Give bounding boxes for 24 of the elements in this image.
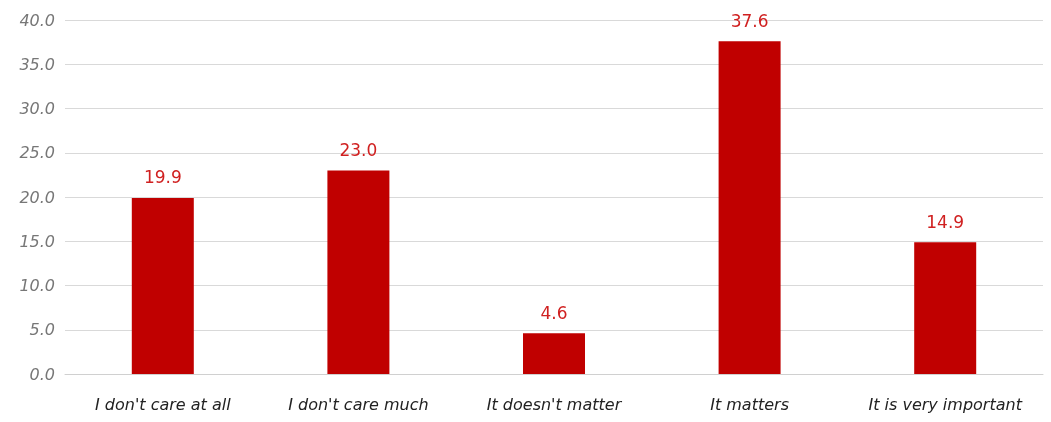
- y-tick-label: 15.0: [19, 231, 55, 251]
- y-tick-label: 30.0: [19, 99, 55, 118]
- data-label: 37.6: [730, 10, 769, 31]
- x-tick-label: It is very important: [868, 394, 1023, 414]
- bar: [718, 41, 781, 374]
- bar: [131, 197, 194, 374]
- y-tick-label: 5.0: [29, 320, 55, 340]
- y-tick-label: 0.0: [29, 364, 55, 384]
- x-tick-label: It doesn't matter: [486, 394, 623, 414]
- y-tick-label: 10.0: [19, 276, 55, 295]
- data-label: 4.6: [540, 302, 568, 323]
- y-tick-label: 40.0: [19, 10, 55, 30]
- y-tick-label: 35.0: [19, 54, 55, 74]
- bar: [327, 170, 390, 374]
- bar: [523, 333, 585, 374]
- x-tick-label: It matters: [710, 394, 789, 414]
- data-label: 19.9: [143, 167, 182, 188]
- x-tick-label: I don't care much: [288, 394, 429, 414]
- y-tick-label: 20.0: [19, 187, 55, 207]
- y-tick-label: 25.0: [19, 143, 55, 163]
- data-label: 14.9: [926, 211, 965, 232]
- data-label: 23.0: [339, 139, 378, 160]
- bar: [914, 242, 977, 374]
- x-tick-label: I don't care at all: [94, 394, 232, 414]
